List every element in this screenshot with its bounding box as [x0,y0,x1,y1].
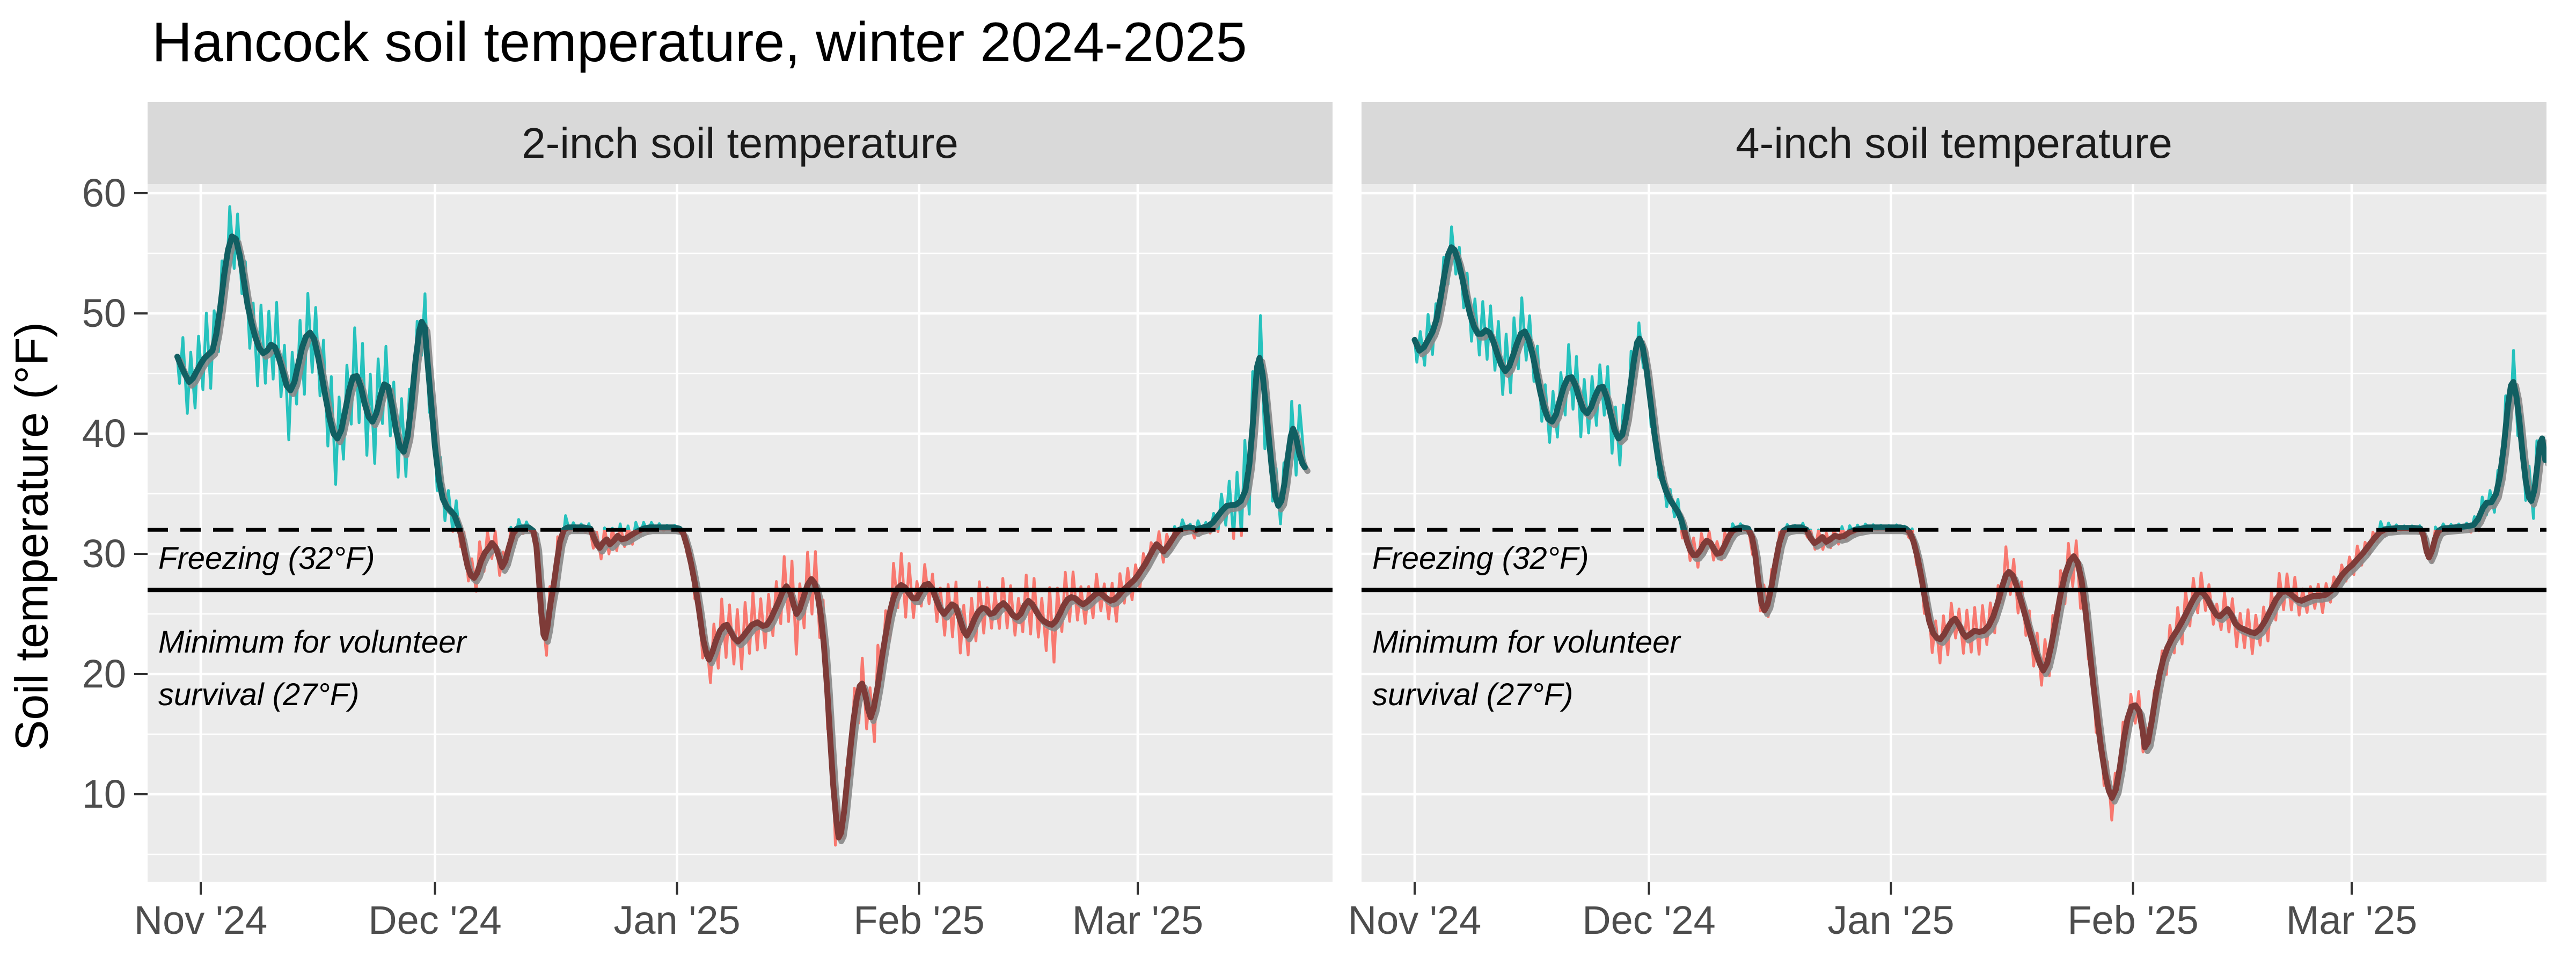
x-tick-label: Dec '24 [1582,898,1716,942]
survival-annotation-line1: Minimum for volunteer [158,625,466,660]
smoothed-line-below-freezing [1681,530,2461,801]
panel-data-1 [1411,225,2546,822]
raw-line-above-freezing [1413,225,2546,530]
panel-1 [1362,184,2546,895]
freezing-annotation: Freezing (32°F) [158,541,375,576]
x-tick-label: Jan '25 [1827,898,1955,942]
survival-annotation-line1: Minimum for volunteer [1372,625,1680,660]
smoothed-line-above-freezing [174,233,1308,530]
facet-strip-4inch: 4-inch soil temperature [1362,102,2546,184]
x-tick-label: Jan '25 [613,898,741,942]
facet-strip-2inch-label: 2-inch soil temperature [522,119,958,167]
x-tick-label: Nov '24 [1348,898,1482,942]
x-tick-label: Nov '24 [134,898,268,942]
y-tick-label: 10 [82,772,126,816]
raw-line-above-freezing [175,205,1306,530]
freezing-annotation: Freezing (32°F) [1372,541,1589,576]
x-tick-label: Feb '25 [2067,898,2199,942]
smoothed-line-below-freezing [456,530,1206,841]
y-tick-label: 50 [82,291,126,335]
x-tick-label: Feb '25 [853,898,985,942]
survival-annotation-line2: survival (27°F) [158,677,360,712]
y-tick-label: 60 [82,171,126,215]
facet-strip-4inch-label: 4-inch soil temperature [1736,119,2172,167]
y-tick-label: 40 [82,411,126,456]
panel-0 [134,184,1333,895]
x-tick-label: Mar '25 [1072,898,1204,942]
y-tick-label: 30 [82,531,126,576]
y-tick-label: 20 [82,652,126,696]
x-tick-label: Mar '25 [2286,898,2418,942]
facet-strip-2inch: 2-inch soil temperature [148,102,1333,184]
page-title: Hancock soil temperature, winter 2024-20… [152,11,1247,74]
x-tick-label: Dec '24 [368,898,502,942]
survival-annotation-line2: survival (27°F) [1372,677,1574,712]
smoothed-line-above-freezing [1411,244,2546,530]
